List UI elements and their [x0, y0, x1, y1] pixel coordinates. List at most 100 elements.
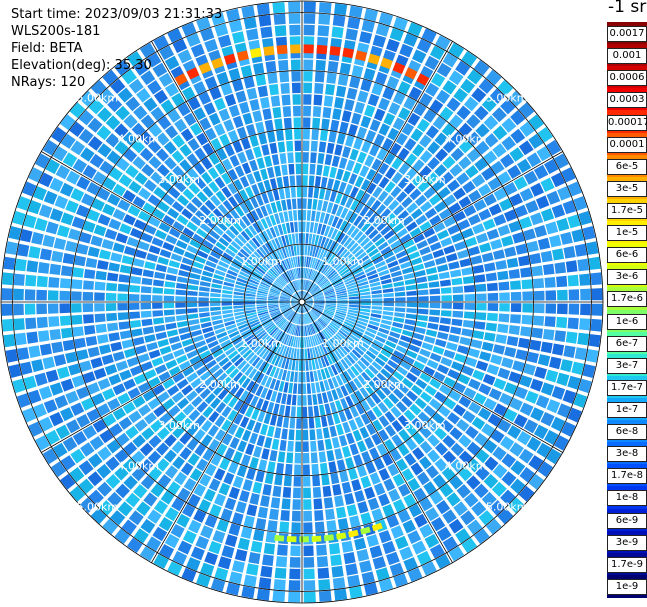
ray-segment	[313, 222, 319, 234]
ray-segment	[390, 142, 402, 156]
ray-segment	[60, 212, 74, 226]
colorbar-tick-label: 1e-9	[607, 578, 647, 595]
ray-segment	[320, 316, 330, 324]
ray-segment	[335, 400, 343, 412]
ray-segment	[268, 296, 279, 300]
ray-segment	[417, 282, 428, 290]
ray-segment	[60, 133, 76, 149]
ray-segment	[285, 286, 294, 294]
ray-segment	[334, 244, 343, 255]
ray-segment	[357, 440, 367, 453]
ray-segment	[267, 302, 279, 304]
ray-segment	[403, 33, 418, 47]
ray-segment	[463, 492, 479, 508]
ray-segment	[429, 378, 442, 390]
ray-segment	[303, 568, 315, 580]
ray-segment	[337, 361, 346, 372]
ray-segment	[291, 510, 301, 522]
ray-segment	[246, 284, 258, 290]
ray-segment	[266, 271, 276, 280]
ray-segment	[267, 131, 276, 143]
ray-segment	[376, 372, 388, 383]
ray-segment	[497, 224, 511, 237]
ray-segment	[181, 22, 197, 37]
azimuth-line	[301, 301, 563, 453]
ray-segment	[281, 428, 288, 440]
ray-segment	[372, 256, 384, 265]
ray-segment	[510, 128, 526, 144]
ray-segment	[482, 373, 496, 386]
ray-segment	[552, 343, 565, 356]
ray-segment	[178, 269, 190, 278]
ray-segment	[529, 253, 542, 265]
ray-segment	[228, 196, 238, 208]
ray-segment	[453, 187, 466, 200]
ray-segment	[259, 347, 268, 358]
ray-segment	[343, 552, 356, 565]
ray-segment	[331, 319, 342, 327]
ray-segment	[302, 233, 306, 244]
ray-segment	[442, 156, 456, 169]
ray-segment	[114, 449, 129, 464]
ray-segment	[317, 235, 323, 247]
ray-segment	[352, 429, 363, 442]
ray-segment	[348, 419, 358, 431]
colorbar-tick-label: 6e-9	[607, 512, 647, 529]
ray-segment	[473, 392, 487, 405]
ray-segment	[237, 360, 247, 370]
ray-segment	[259, 246, 268, 257]
ray-segment	[243, 17, 257, 30]
ray-segment	[442, 80, 457, 95]
ray-segment	[197, 345, 209, 354]
ray-segment	[16, 196, 31, 211]
ray-segment	[506, 336, 519, 347]
ray-segment	[148, 466, 163, 481]
ray-segment	[257, 85, 268, 98]
ray-segment	[461, 365, 474, 377]
ray-segment	[345, 256, 356, 265]
ray-segment	[272, 107, 282, 119]
ray-segment	[126, 537, 143, 553]
ray-segment	[52, 146, 68, 162]
ray-segment	[66, 170, 81, 185]
ray-segment	[201, 434, 213, 447]
ray-segment	[326, 390, 334, 402]
ray-segment	[8, 364, 22, 378]
ray-segment	[478, 78, 494, 94]
ray-segment	[495, 334, 507, 344]
ray-segment	[295, 268, 299, 279]
ray-segment	[71, 303, 82, 313]
ray-segment	[322, 283, 332, 290]
ray-segment	[247, 316, 259, 323]
ray-segment	[80, 147, 95, 162]
ray-segment	[320, 462, 328, 474]
ray-segment	[228, 396, 238, 408]
ray-segment	[360, 357, 370, 367]
ray-segment	[579, 273, 591, 286]
ray-segment	[384, 380, 396, 392]
ray-segment	[353, 137, 363, 150]
ray-segment	[165, 359, 178, 370]
ray-segment	[400, 233, 412, 244]
ray-segment	[383, 344, 394, 354]
ray-segment	[542, 263, 555, 275]
ray-segment	[227, 350, 239, 360]
ray-segment	[139, 458, 154, 473]
ray-segment	[303, 476, 311, 487]
ray-segment	[522, 291, 533, 301]
ray-segment	[390, 186, 402, 198]
ray-segment	[401, 468, 415, 482]
ray-segment	[343, 321, 355, 328]
ray-segment	[357, 234, 367, 244]
ray-segment	[267, 461, 276, 473]
ray-segment	[261, 400, 269, 412]
ray-segment	[196, 191, 208, 203]
ray-segment	[13, 273, 25, 286]
ray-segment	[317, 567, 330, 579]
ray-segment	[289, 175, 296, 187]
ray-segment	[370, 313, 382, 319]
ray-segment	[168, 335, 181, 344]
azimuth-line	[41, 301, 303, 453]
ray-segment	[481, 167, 495, 181]
